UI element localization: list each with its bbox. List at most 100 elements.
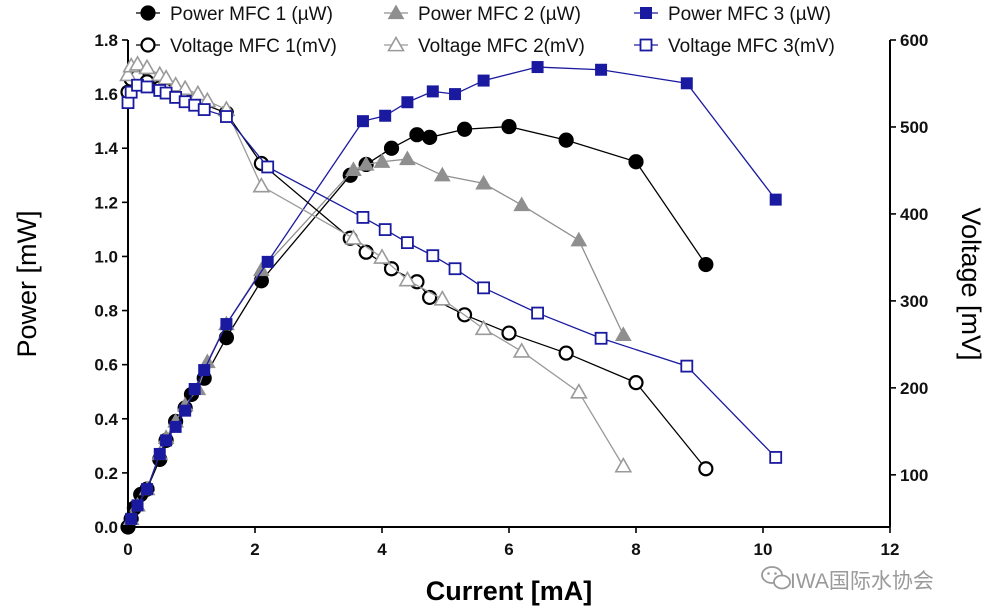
x-tick-label: 12: [881, 540, 900, 559]
data-point: [531, 61, 544, 74]
y2-tick-label: 500: [900, 118, 928, 137]
data-point: [138, 58, 156, 75]
data-point: [426, 85, 439, 98]
data-point: [474, 319, 493, 336]
data-point: [501, 325, 517, 341]
y-tick-label: 1.0: [94, 247, 118, 266]
y-axis-title: Power [mW]: [12, 210, 42, 357]
data-point: [614, 457, 633, 473]
data-point: [769, 193, 782, 206]
series-line: [130, 66, 777, 520]
y-tick-label: 0.0: [94, 518, 118, 537]
data-point: [261, 160, 275, 174]
data-point: [628, 375, 644, 391]
y-tick-label: 0.6: [94, 356, 118, 375]
data-point: [569, 383, 588, 399]
data-point: [680, 359, 694, 373]
data-point: [769, 451, 783, 464]
data-point: [220, 318, 233, 331]
legend-item: Voltage MFC 2(mV): [384, 35, 585, 57]
data-point: [595, 63, 608, 76]
legend-label: Voltage MFC 1(mV): [170, 36, 337, 57]
y2-axis-title: Voltage [mV]: [956, 207, 986, 360]
data-point: [160, 434, 173, 447]
data-point: [141, 483, 154, 496]
wechat-icon: [761, 566, 791, 590]
legend-marker: [387, 35, 405, 52]
data-point: [121, 96, 135, 110]
data-point: [399, 150, 416, 166]
data-point: [357, 155, 375, 171]
y2-tick-label: 300: [900, 292, 928, 311]
data-point: [140, 80, 154, 94]
legend-marker: [140, 5, 156, 21]
data-point: [448, 262, 462, 276]
data-point: [456, 121, 473, 137]
data-point: [220, 110, 233, 123]
y-tick-label: 1.2: [94, 193, 118, 212]
data-point: [558, 132, 574, 148]
legend-item: Power MFC 2 (µW): [384, 4, 581, 25]
data-point: [197, 103, 211, 116]
data-point: [373, 248, 391, 264]
y2-tick-label: 100: [900, 466, 928, 485]
series-line: [127, 63, 624, 467]
data-point: [125, 512, 138, 525]
data-point: [188, 383, 201, 396]
legend-item: Voltage MFC 1(mV): [136, 36, 337, 57]
y-tick-label: 1.6: [94, 85, 118, 104]
series-3: [125, 61, 782, 525]
y2-tick-label: 200: [900, 379, 928, 398]
legend-label: Voltage MFC 2(mV): [418, 36, 585, 57]
data-point: [383, 140, 400, 156]
series-2: [122, 150, 632, 526]
data-point: [119, 65, 137, 82]
legend-item: Voltage MFC 3(mV): [634, 36, 835, 57]
x-tick-label: 6: [504, 540, 513, 559]
data-point: [426, 249, 440, 263]
x-tick-label: 0: [123, 540, 132, 559]
legend: Power MFC 1 (µW) Power MFC 2 (µW) Power MF…: [136, 4, 835, 57]
y-tick-label: 0.2: [94, 464, 118, 483]
data-point: [379, 109, 392, 122]
data-point: [345, 161, 362, 176]
legend-marker: [387, 4, 405, 20]
data-point: [501, 118, 517, 135]
legend-marker: [140, 37, 156, 53]
data-point: [128, 55, 147, 71]
data-point: [261, 255, 274, 268]
x-axis-title: Current [mA]: [426, 576, 593, 606]
data-point: [477, 74, 490, 87]
series-6: [121, 78, 783, 464]
data-point: [252, 176, 271, 193]
data-point: [398, 270, 417, 287]
data-point: [198, 364, 211, 377]
legend-label: Power MFC 1 (µW): [170, 4, 333, 25]
legend-marker: [640, 7, 652, 19]
data-point: [373, 153, 391, 168]
x-tick-label: 8: [631, 540, 640, 559]
x-tick-label: 4: [377, 540, 387, 559]
legend-label: Power MFC 3 (µW): [668, 4, 831, 25]
data-point: [252, 261, 270, 277]
data-point: [614, 326, 632, 342]
data-point: [433, 290, 452, 306]
data-point: [512, 342, 531, 358]
data-point: [680, 77, 693, 90]
data-point: [449, 88, 462, 101]
legend-item: Power MFC 1 (µW): [136, 4, 333, 25]
data-point: [477, 281, 491, 295]
legend-marker: [639, 38, 653, 52]
legend-item: Power MFC 3 (µW): [634, 4, 831, 25]
y-tick-label: 1.8: [94, 31, 118, 50]
y2-tick-label: 600: [900, 31, 928, 50]
legend-label: Voltage MFC 3(mV): [668, 36, 835, 57]
data-point: [157, 69, 175, 85]
watermark: IWA国际水协会: [761, 566, 934, 593]
legend-label: Power MFC 2 (µW): [418, 4, 581, 25]
data-point: [131, 499, 144, 512]
data-point: [409, 127, 425, 143]
watermark-text: IWA国际水协会: [790, 570, 934, 593]
data-point: [356, 115, 369, 128]
